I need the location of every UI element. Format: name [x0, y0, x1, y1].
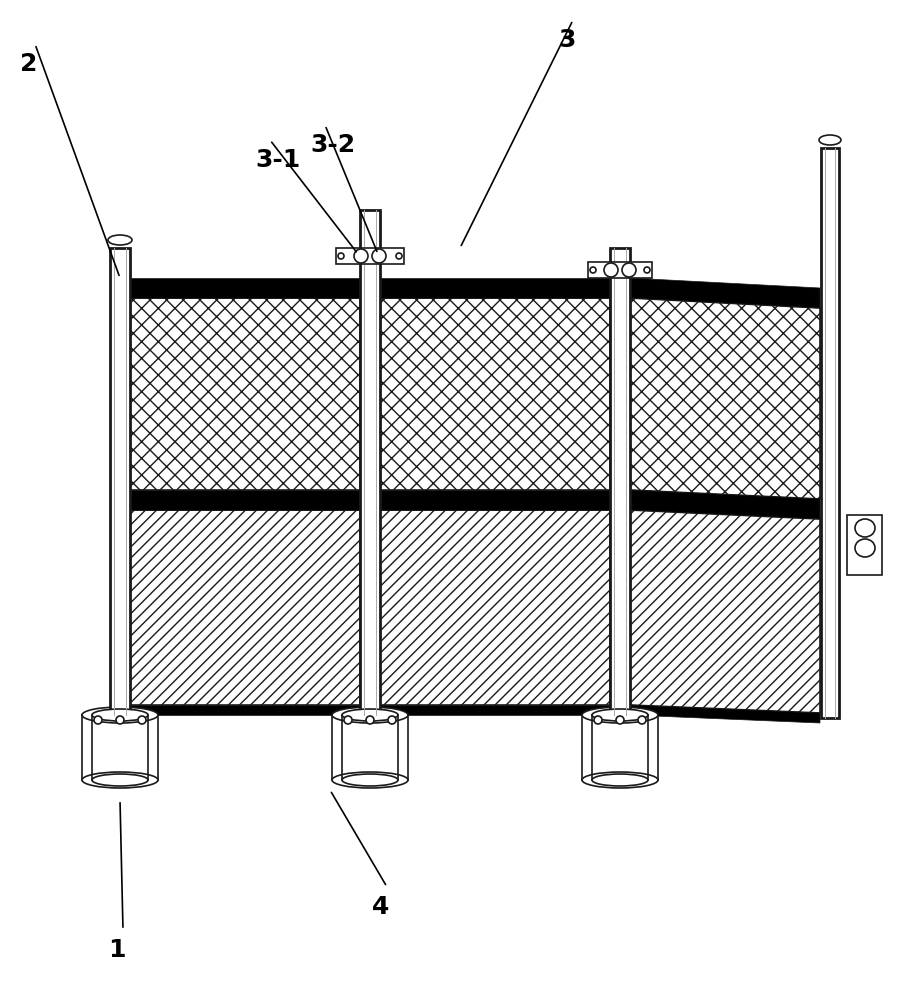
Circle shape [343, 716, 352, 724]
Bar [130, 510, 360, 705]
Ellipse shape [332, 772, 407, 788]
Ellipse shape [581, 707, 657, 723]
Circle shape [138, 716, 146, 724]
Bar [110, 248, 130, 715]
Circle shape [94, 716, 102, 724]
Bar [110, 278, 630, 298]
Circle shape [593, 716, 601, 724]
Bar [380, 298, 609, 490]
Bar [335, 248, 404, 264]
Text: 2: 2 [20, 52, 37, 76]
Circle shape [116, 716, 124, 724]
Bar [380, 510, 609, 705]
Circle shape [365, 716, 374, 724]
Bar [360, 210, 380, 715]
Ellipse shape [603, 263, 618, 277]
Polygon shape [630, 705, 819, 723]
Circle shape [615, 716, 623, 724]
Bar [82, 715, 158, 780]
Ellipse shape [342, 709, 397, 721]
Ellipse shape [591, 774, 648, 786]
Text: 3-1: 3-1 [255, 148, 300, 172]
Ellipse shape [107, 235, 132, 245]
Circle shape [638, 716, 645, 724]
Text: 3-2: 3-2 [310, 133, 354, 157]
Text: 4: 4 [372, 895, 389, 919]
Text: 1: 1 [107, 938, 126, 962]
Circle shape [643, 267, 650, 273]
Bar [846, 515, 881, 575]
Polygon shape [630, 510, 819, 713]
Circle shape [589, 267, 596, 273]
Bar [609, 248, 630, 715]
Ellipse shape [854, 539, 874, 557]
Circle shape [387, 716, 395, 724]
Bar [110, 490, 630, 510]
Ellipse shape [92, 709, 148, 721]
Ellipse shape [372, 249, 385, 263]
Ellipse shape [332, 707, 407, 723]
Text: 3: 3 [558, 28, 575, 52]
Ellipse shape [92, 774, 148, 786]
Bar [588, 262, 651, 278]
Bar [820, 148, 838, 718]
Ellipse shape [581, 772, 657, 788]
Ellipse shape [342, 774, 397, 786]
Polygon shape [630, 490, 819, 519]
Ellipse shape [818, 135, 840, 145]
Bar [110, 705, 630, 715]
Ellipse shape [591, 709, 648, 721]
Bar [130, 298, 360, 490]
Circle shape [395, 253, 402, 259]
Ellipse shape [854, 519, 874, 537]
Polygon shape [630, 298, 819, 499]
Bar [581, 715, 657, 780]
Polygon shape [630, 278, 819, 308]
Ellipse shape [82, 707, 158, 723]
Bar [332, 715, 407, 780]
Ellipse shape [82, 772, 158, 788]
Circle shape [338, 253, 343, 259]
Ellipse shape [353, 249, 368, 263]
Ellipse shape [621, 263, 635, 277]
